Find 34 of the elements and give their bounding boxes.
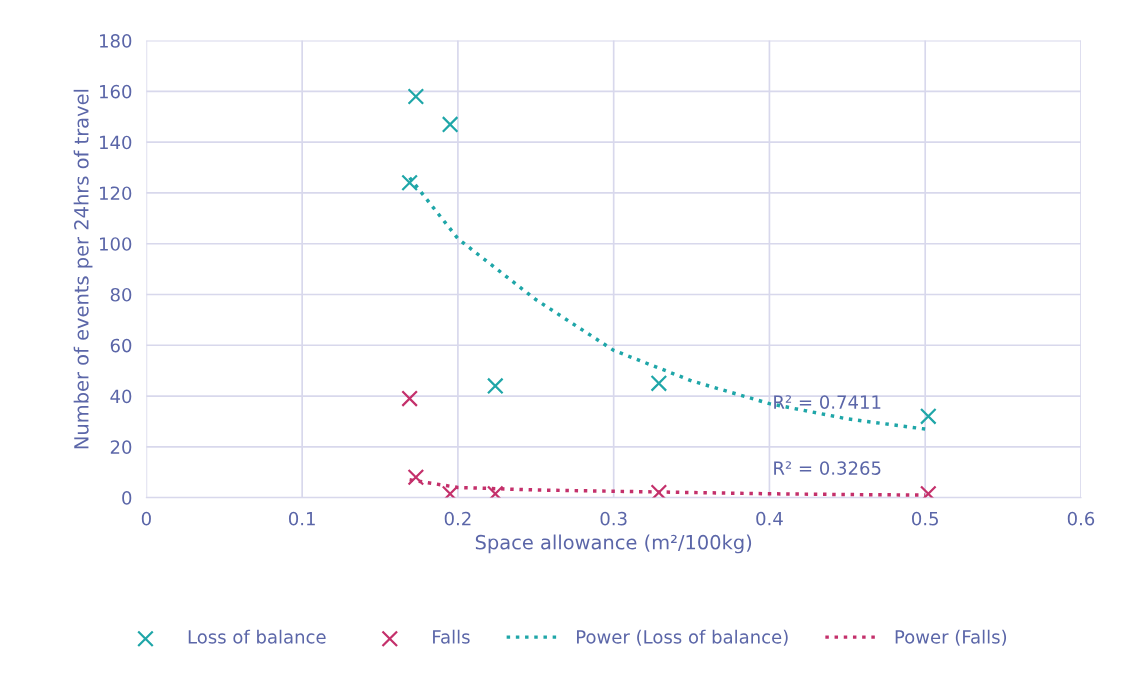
y-tick-label: 60 <box>110 338 132 353</box>
y-tick-label: 160 <box>100 84 132 99</box>
y-tick-label: 180 <box>100 34 132 48</box>
annotation: R² = 0.7411 <box>774 395 881 409</box>
y-tick-label: 20 <box>110 440 132 454</box>
x-tick-label: 0.3 <box>600 511 627 526</box>
y-tick-label: 40 <box>110 389 132 404</box>
x-tick-label: 0.5 <box>912 511 938 526</box>
point <box>401 174 419 192</box>
y-tick-label: 0 <box>122 491 132 505</box>
x-tick-label: 0.1 <box>288 511 315 526</box>
point <box>407 468 425 486</box>
x-tick-label: 0.6 <box>1067 511 1095 526</box>
point <box>650 484 668 498</box>
x-tick-label: 0 <box>141 511 151 526</box>
legend-label: Loss of balance <box>188 629 326 644</box>
point <box>486 377 504 395</box>
y-tick-label: 80 <box>110 287 132 302</box>
point <box>441 116 459 133</box>
annotation: R² = 0.3265 <box>774 461 881 475</box>
legend-label: Power (Falls) <box>895 629 1007 646</box>
point <box>407 88 425 105</box>
point <box>650 374 668 392</box>
y-tick-label: 120 <box>100 186 132 201</box>
x-tick-label: 0.2 <box>444 511 471 526</box>
x-axis-title: Space allowance (m²/100kg) <box>475 534 752 554</box>
y-tick-label: 100 <box>100 237 132 251</box>
y-axis-title: Number of events per 24hrs of travel <box>73 89 93 449</box>
x-tick-label: 0.4 <box>756 511 783 526</box>
legend-label: Falls <box>433 629 470 644</box>
point <box>401 390 419 407</box>
point <box>919 407 937 425</box>
legend-label: Power (Loss of balance) <box>577 629 788 646</box>
y-tick-label: 140 <box>100 135 132 150</box>
